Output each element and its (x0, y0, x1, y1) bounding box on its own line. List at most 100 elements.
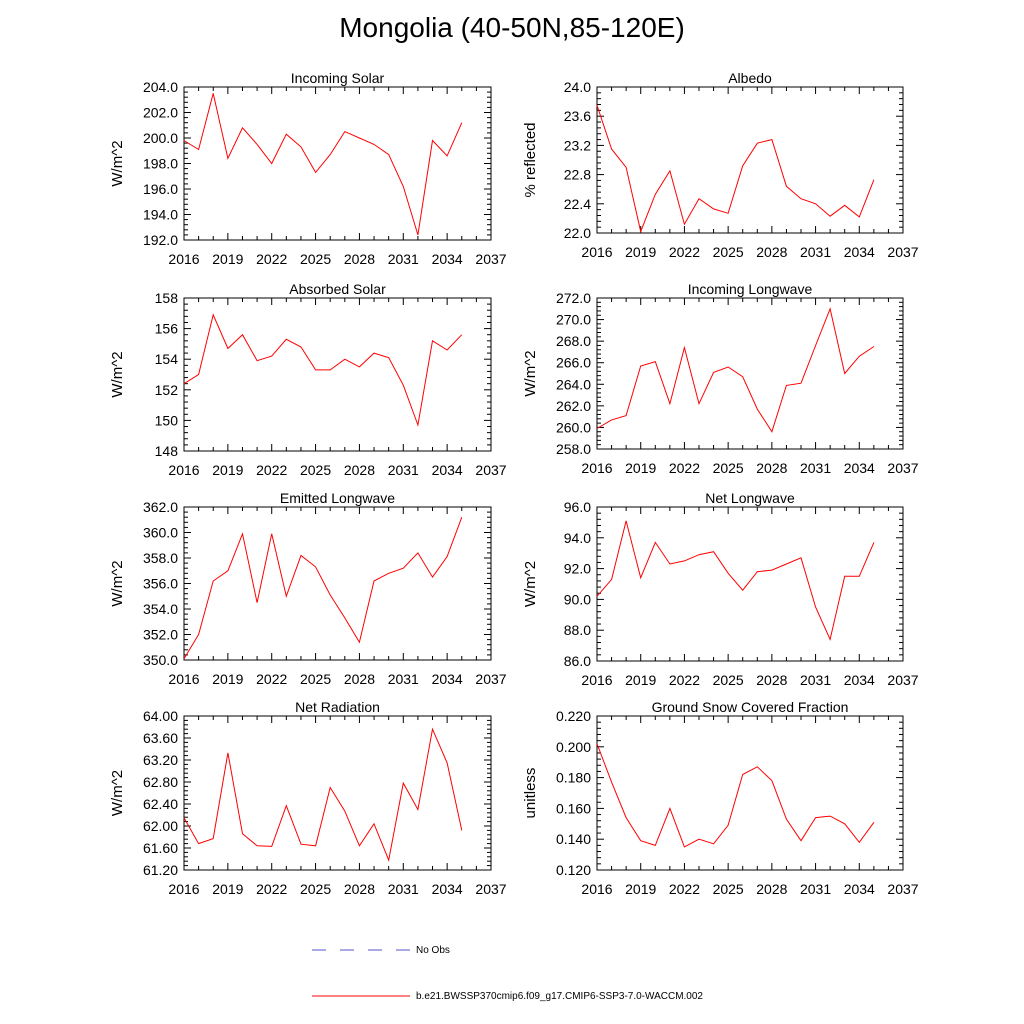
plot-frame (596, 715, 904, 871)
y-tick-label: 272.0 (556, 290, 591, 306)
series-line (183, 313, 463, 427)
x-tick-label: 2031 (800, 881, 831, 897)
panel-title: Incoming Longwave (688, 281, 813, 297)
x-tick-label: 2037 (475, 881, 506, 897)
y-tick-label: 260.0 (556, 419, 591, 435)
y-tick-label: 61.20 (143, 862, 178, 878)
chart-panel: Ground Snow Covered Fraction unitless 2016… (522, 699, 919, 897)
y-tick-label: 154 (155, 351, 179, 367)
x-tick-label: 2016 (581, 672, 612, 688)
plot-frame (183, 715, 492, 871)
plot-frame (596, 297, 904, 450)
x-tick-label: 2016 (581, 244, 612, 260)
y-tick-label: 0.200 (556, 739, 591, 755)
x-tick-label: 2022 (256, 462, 287, 478)
y-tick-label: 64.00 (143, 708, 178, 724)
x-tick-label: 2019 (212, 251, 243, 267)
x-tick-label: 2016 (168, 671, 199, 687)
x-tick-label: 2028 (756, 881, 787, 897)
x-tick-label: 2016 (168, 881, 199, 897)
x-tick-label: 2031 (800, 460, 831, 476)
y-tick-label: 63.20 (143, 752, 178, 768)
x-tick-label: 2022 (669, 244, 700, 260)
chart-panel: Emitted Longwave W/m^2 2016 2019 2022 2025 202… (109, 490, 507, 687)
y-tick-label: 150 (155, 412, 179, 428)
x-tick-label: 2025 (300, 462, 331, 478)
x-tick-label: 2022 (256, 881, 287, 897)
y-tick-label: 22.0 (564, 225, 591, 241)
y-tick-label: 264.0 (556, 376, 591, 392)
x-tick-label: 2031 (388, 462, 419, 478)
y-tick-label: 62.00 (143, 818, 178, 834)
y-tick-label: 90.0 (564, 591, 591, 607)
x-tick-label: 2019 (212, 671, 243, 687)
series-line (596, 307, 875, 433)
x-tick-label: 2028 (756, 460, 787, 476)
x-tick-label: 2037 (887, 244, 918, 260)
chart-panel: Absorbed Solar W/m^2 2016 2019 2022 2025 2028 2… (109, 281, 507, 478)
y-tick-label: 362.0 (143, 499, 178, 515)
x-tick-label: 2034 (432, 462, 463, 478)
panel-title: Absorbed Solar (289, 281, 386, 297)
x-tick-label: 2022 (256, 671, 287, 687)
x-tick-label: 2037 (887, 672, 918, 688)
y-tick-label: 196.0 (143, 181, 178, 197)
x-tick-label: 2028 (344, 251, 375, 267)
panel-title: Albedo (728, 70, 772, 86)
x-tick-label: 2031 (800, 672, 831, 688)
y-tick-label: 198.0 (143, 156, 178, 172)
y-tick-label: 61.60 (143, 840, 178, 856)
x-tick-label: 2037 (475, 251, 506, 267)
y-tick-label: 156 (155, 321, 179, 337)
y-tick-label: 88.0 (564, 622, 591, 638)
series-line (596, 520, 875, 641)
y-tick-label: 0.140 (556, 831, 591, 847)
plot-frame (183, 506, 492, 661)
x-tick-label: 2025 (713, 244, 744, 260)
x-tick-label: 2019 (212, 881, 243, 897)
x-tick-label: 2037 (887, 460, 918, 476)
panel-title: Incoming Solar (291, 70, 385, 86)
chart-panel: Incoming Solar W/m^2 2016 2019 2022 2025 2028 2… (109, 70, 507, 267)
panel-title: Net Radiation (295, 699, 380, 715)
chart-panel: Albedo % reflected 2016 2019 2022 2025 2028 203… (522, 70, 919, 260)
y-axis-label: W/m^2 (109, 560, 126, 606)
x-tick-label: 2031 (388, 881, 419, 897)
y-axis-label: W/m^2 (109, 351, 126, 397)
chart-panel: Net Radiation W/m^2 2016 2019 2022 2025 2028 20… (109, 699, 507, 897)
y-tick-label: 92.0 (564, 561, 591, 577)
y-axis-label: W/m^2 (109, 770, 126, 816)
series-line (596, 105, 875, 234)
y-tick-label: 360.0 (143, 525, 178, 541)
x-tick-label: 2028 (344, 881, 375, 897)
y-tick-label: 96.0 (564, 499, 591, 515)
x-tick-label: 2022 (669, 672, 700, 688)
x-tick-label: 2028 (756, 244, 787, 260)
x-tick-label: 2028 (756, 672, 787, 688)
y-tick-label: 358.0 (143, 550, 178, 566)
y-tick-label: 22.4 (564, 196, 591, 212)
x-tick-label: 2034 (432, 671, 463, 687)
y-tick-label: 270.0 (556, 312, 591, 328)
y-tick-label: 22.8 (564, 167, 591, 183)
y-tick-label: 262.0 (556, 398, 591, 414)
y-tick-label: 62.40 (143, 796, 178, 812)
x-tick-label: 2016 (168, 251, 199, 267)
x-tick-label: 2025 (300, 671, 331, 687)
y-axis-label: % reflected (522, 122, 539, 197)
y-tick-label: 354.0 (143, 601, 178, 617)
y-tick-label: 194.0 (143, 207, 178, 223)
x-tick-label: 2019 (625, 244, 656, 260)
legend-label: No Obs (416, 945, 450, 956)
y-tick-label: 356.0 (143, 576, 178, 592)
x-tick-label: 2016 (168, 462, 199, 478)
y-tick-label: 350.0 (143, 652, 178, 668)
y-tick-label: 0.180 (556, 770, 591, 786)
plot-frame (596, 86, 904, 234)
plot-frame (596, 506, 904, 662)
x-tick-label: 2025 (713, 672, 744, 688)
series-line (183, 727, 463, 862)
x-tick-label: 2022 (669, 460, 700, 476)
plot-frame (183, 297, 492, 452)
x-tick-label: 2028 (344, 462, 375, 478)
